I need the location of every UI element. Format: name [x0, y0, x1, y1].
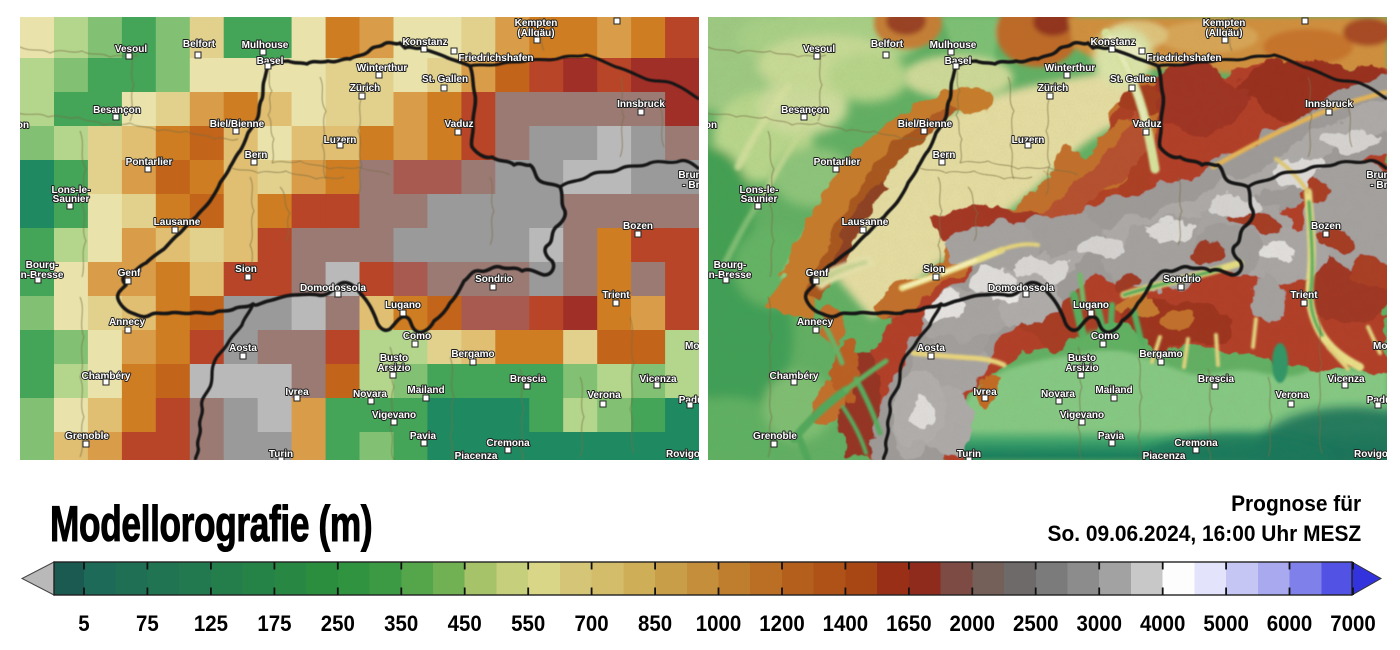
svg-text:700: 700 — [575, 611, 609, 636]
svg-text:Luzern: Luzern — [324, 135, 357, 146]
svg-text:Cremona: Cremona — [486, 438, 530, 449]
svg-text:Chambéry: Chambéry — [82, 371, 131, 382]
svg-text:4000: 4000 — [1140, 611, 1186, 636]
svg-text:Zürich: Zürich — [350, 83, 381, 94]
svg-text:Ivrea: Ivrea — [285, 387, 309, 398]
svg-text:Basel: Basel — [257, 56, 284, 67]
svg-text:Aosta: Aosta — [229, 343, 257, 354]
svg-text:Vigevano: Vigevano — [372, 410, 416, 421]
svg-text:Domodossola: Domodossola — [300, 283, 367, 294]
svg-text:Trient: Trient — [602, 290, 630, 301]
svg-text:Winterthur: Winterthur — [357, 63, 408, 74]
svg-text:Turin: Turin — [269, 449, 293, 460]
svg-text:Vesoul: Vesoul — [115, 44, 147, 55]
svg-text:Rovigo: Rovigo — [666, 449, 700, 460]
svg-text:Arsizio: Arsizio — [377, 363, 410, 374]
svg-text:Mulhouse: Mulhouse — [242, 40, 289, 51]
svg-text:Sion: Sion — [235, 264, 257, 275]
svg-text:- Bru: - Bru — [682, 180, 705, 191]
svg-text:Brun: Brun — [678, 170, 701, 181]
svg-text:1650: 1650 — [886, 611, 932, 636]
svg-text:Vaduz: Vaduz — [445, 119, 474, 130]
svg-text:Konstanz: Konstanz — [403, 37, 448, 48]
svg-text:Mont: Mont — [685, 341, 710, 352]
svg-text:(Allgäu): (Allgäu) — [517, 28, 554, 39]
svg-text:850: 850 — [638, 611, 672, 636]
svg-text:Verona: Verona — [587, 390, 621, 401]
svg-text:Bozen: Bozen — [623, 221, 653, 232]
svg-text:Lons-le-: Lons-le- — [52, 185, 91, 196]
svg-text:Vicenza: Vicenza — [639, 374, 676, 385]
svg-text:Genf: Genf — [118, 268, 141, 279]
svg-text:2000: 2000 — [950, 611, 996, 636]
svg-text:Brescia: Brescia — [510, 374, 547, 385]
svg-text:7000: 7000 — [1330, 611, 1376, 636]
svg-text:Padu: Padu — [679, 395, 703, 406]
svg-text:350: 350 — [384, 611, 418, 636]
svg-text:Como: Como — [403, 331, 431, 342]
svg-text:Bergamo: Bergamo — [451, 349, 494, 360]
svg-text:St. Gallen: St. Gallen — [422, 74, 468, 85]
svg-text:175: 175 — [257, 611, 291, 636]
svg-text:Bern: Bern — [245, 150, 268, 161]
svg-text:Sondrio: Sondrio — [475, 274, 513, 285]
svg-text:Annecy: Annecy — [109, 317, 146, 328]
svg-text:Besançon: Besançon — [93, 105, 141, 116]
svg-text:Biel/Bienne: Biel/Bienne — [210, 119, 265, 130]
svg-text:250: 250 — [321, 611, 355, 636]
svg-text:Mailand: Mailand — [407, 385, 444, 396]
svg-text:5: 5 — [78, 611, 90, 636]
svg-text:75: 75 — [136, 611, 159, 636]
svg-text:2500: 2500 — [1013, 611, 1059, 636]
svg-text:1000: 1000 — [696, 611, 742, 636]
svg-text:on: on — [17, 120, 29, 131]
svg-text:Friedrichshafen: Friedrichshafen — [458, 53, 533, 64]
svg-text:125: 125 — [194, 611, 228, 636]
svg-text:5000: 5000 — [1203, 611, 1249, 636]
svg-text:Bourg-: Bourg- — [26, 260, 59, 271]
svg-text:6000: 6000 — [1267, 611, 1313, 636]
svg-text:3000: 3000 — [1076, 611, 1122, 636]
svg-text:Pontarlier: Pontarlier — [126, 157, 173, 168]
svg-text:Saunier: Saunier — [53, 194, 90, 205]
svg-text:450: 450 — [448, 611, 482, 636]
svg-text:Lugano: Lugano — [385, 300, 421, 311]
svg-text:Novara: Novara — [353, 389, 387, 400]
svg-text:Piacenza: Piacenza — [455, 451, 498, 462]
svg-text:Kempten: Kempten — [515, 18, 558, 29]
svg-text:1200: 1200 — [759, 611, 805, 636]
svg-text:Pavia: Pavia — [410, 431, 437, 442]
svg-text:Belfort: Belfort — [183, 39, 216, 50]
svg-text:1400: 1400 — [823, 611, 869, 636]
svg-text:Grenoble: Grenoble — [65, 431, 109, 442]
svg-text:n-Bresse: n-Bresse — [21, 270, 64, 281]
svg-text:Busto: Busto — [380, 353, 408, 364]
svg-text:Innsbruck: Innsbruck — [617, 99, 665, 110]
svg-text:550: 550 — [511, 611, 545, 636]
svg-text:Lausanne: Lausanne — [154, 217, 201, 228]
